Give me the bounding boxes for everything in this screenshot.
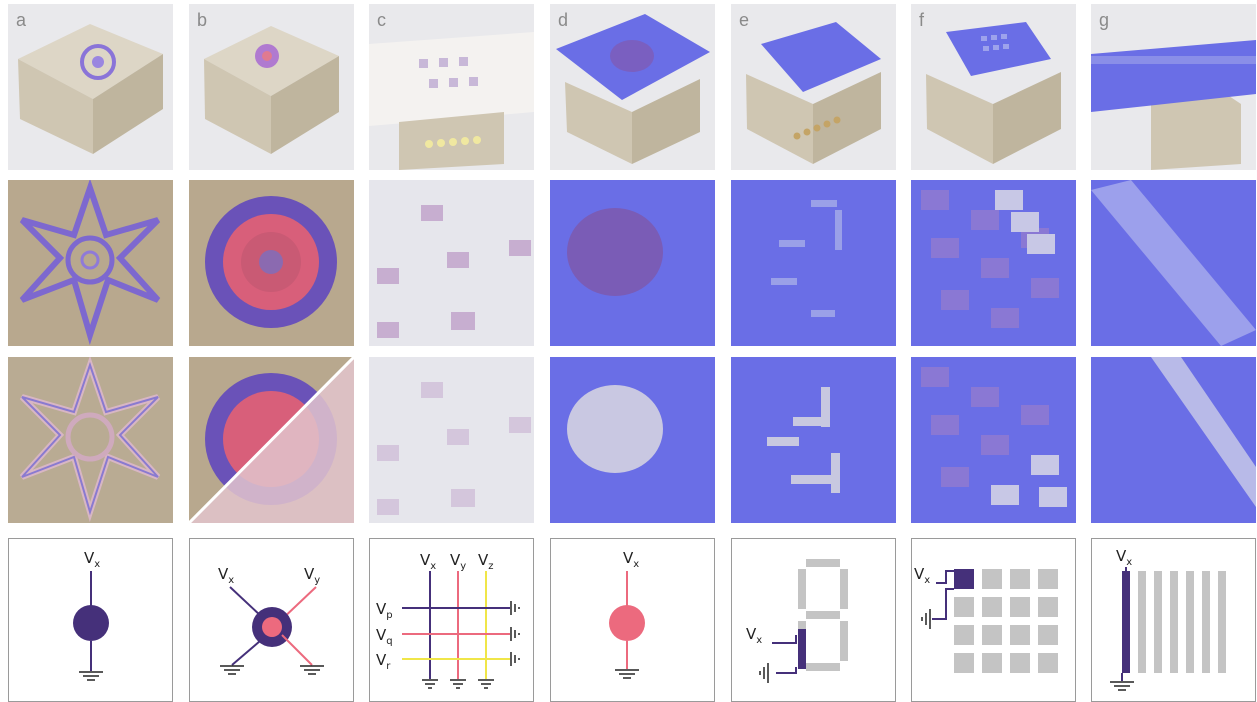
panel-letter-e: e	[739, 10, 750, 30]
circuit-diagram-g: Vx	[1091, 538, 1256, 702]
voltage-label-x: Vx	[914, 565, 930, 586]
ground-icon	[510, 627, 520, 641]
photo-crochet-flower-after	[189, 357, 354, 523]
ground-icon	[759, 663, 769, 683]
voltage-label-x: Vx	[420, 551, 436, 572]
voltage-label-x: Vx	[218, 565, 234, 586]
column-c: c Vx Vy Vz Vp Vq Vr	[369, 0, 534, 702]
voltage-label-y: Vy	[450, 551, 466, 572]
voltage-label-x: Vx	[84, 549, 100, 570]
photo-fabric-grid-before	[911, 180, 1076, 346]
circuit-diagram-d: Vx	[550, 538, 715, 702]
photo-box-g: g	[1091, 4, 1256, 170]
ground-icon	[220, 665, 244, 675]
photo-fabric-squares-after	[369, 357, 534, 523]
voltage-label-p: Vp	[376, 600, 393, 621]
photo-fabric-blob-after	[550, 357, 715, 523]
panel-letter-a: a	[16, 10, 27, 30]
voltage-label-x: Vx	[746, 625, 762, 646]
column-g: g Vx	[1091, 0, 1256, 702]
ground-icon	[300, 665, 324, 675]
voltage-label-x: Vx	[1116, 547, 1132, 568]
circuit-diagram-a: Vx	[8, 538, 173, 702]
photo-fabric-stripes-after	[1091, 357, 1256, 523]
column-f: f	[911, 0, 1076, 702]
ground-icon	[921, 609, 931, 629]
stripe-array	[1138, 571, 1226, 673]
panel-letter-c: c	[377, 10, 386, 30]
ground-icon	[422, 679, 438, 689]
circuit-diagram-c: Vx Vy Vz Vp Vq Vr	[369, 538, 534, 702]
voltage-label-q: Vq	[376, 626, 393, 647]
column-d: d Vx	[550, 0, 715, 702]
active-pixel	[954, 569, 974, 589]
photo-box-e: e	[731, 4, 896, 170]
circuit-diagram-b: Vx Vy	[189, 538, 354, 702]
photo-fabric-stripes-before	[1091, 180, 1256, 346]
column-e: e Vx	[731, 0, 896, 702]
photo-crochet-flower-before	[189, 180, 354, 346]
active-stripe	[1122, 571, 1130, 673]
ground-icon	[478, 679, 494, 689]
photo-crochet-star-after	[8, 357, 173, 523]
photo-box-c: c	[369, 4, 534, 170]
panel-letter-g: g	[1099, 10, 1110, 30]
voltage-label-x: Vx	[623, 549, 639, 570]
voltage-label-z: Vz	[478, 551, 494, 572]
ground-icon	[1110, 681, 1134, 691]
ground-icon	[510, 652, 520, 666]
panel-letter-d: d	[558, 10, 569, 30]
voltage-label-y: Vy	[304, 565, 320, 586]
circuit-diagram-e: Vx	[731, 538, 896, 702]
ground-icon	[79, 671, 103, 681]
ground-icon	[615, 669, 639, 679]
photo-fabric-digit-before	[731, 180, 896, 346]
column-b: b Vx Vy	[189, 0, 354, 702]
panel-letter-f: f	[919, 10, 925, 30]
photo-box-f: f	[911, 4, 1076, 170]
photo-box-b: b	[189, 4, 354, 170]
photo-crochet-star-before	[8, 180, 173, 346]
ground-icon	[450, 679, 466, 689]
ground-icon	[510, 601, 520, 615]
photo-box-d: d	[550, 4, 715, 170]
panel-letter-b: b	[197, 10, 208, 30]
photo-fabric-blob-before	[550, 180, 715, 346]
voltage-label-r: Vr	[376, 651, 391, 672]
photo-fabric-digit-after	[731, 357, 896, 523]
pixel-grid	[954, 569, 1058, 673]
circuit-diagram-f: Vx	[911, 538, 1076, 702]
photo-fabric-squares-before	[369, 180, 534, 346]
active-segment	[798, 629, 806, 669]
photo-fabric-grid-after	[911, 357, 1076, 523]
sensor-node	[609, 605, 645, 641]
photo-box-a: a	[8, 4, 173, 170]
sensor-node	[73, 605, 109, 641]
inner-node	[262, 617, 282, 637]
column-a: a Vx	[8, 0, 173, 702]
